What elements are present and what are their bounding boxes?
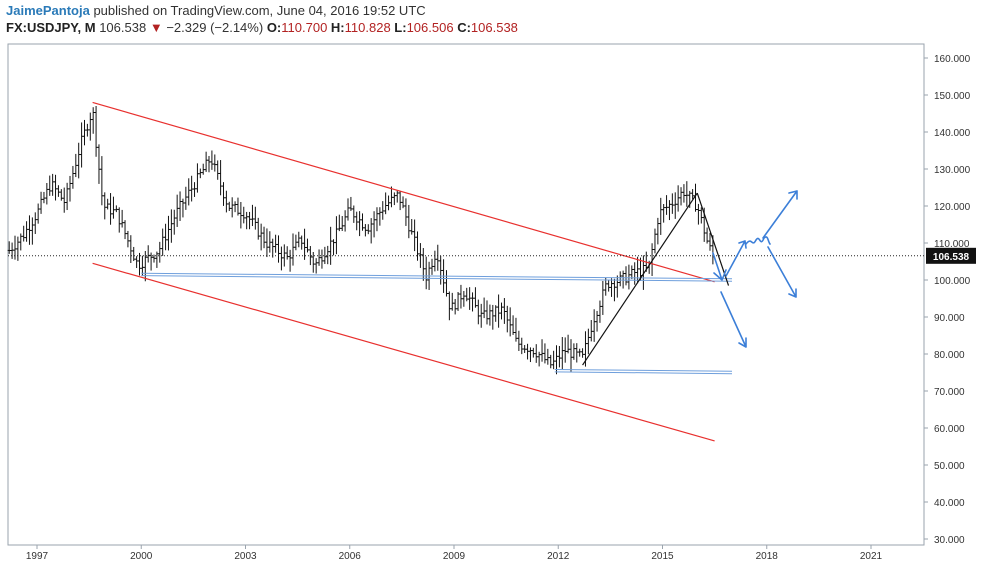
published-text: published on TradingView.com, June 04, 2… bbox=[93, 3, 426, 18]
scenario-arrow bbox=[767, 246, 797, 298]
open-label: O: bbox=[266, 20, 282, 35]
high-value: 110.828 bbox=[344, 20, 391, 35]
y-tick-label: 150.000 bbox=[934, 91, 971, 102]
low-label: L: bbox=[394, 20, 407, 35]
x-tick-label: 2012 bbox=[547, 551, 570, 562]
support-line-upper-2 bbox=[141, 275, 733, 282]
low-value: 106.506 bbox=[406, 20, 454, 35]
trend-up-line bbox=[582, 192, 698, 366]
y-tick-label: 30.000 bbox=[934, 535, 965, 546]
x-tick-label: 2009 bbox=[443, 551, 466, 562]
y-tick-label: 90.000 bbox=[934, 313, 965, 324]
x-tick-label: 2000 bbox=[130, 551, 153, 562]
last-price-marker: 106.538 bbox=[926, 247, 976, 264]
symbol-label[interactable]: FX:USDJPY, M bbox=[6, 20, 96, 35]
x-tick-label: 2006 bbox=[339, 551, 362, 562]
support-line-lower bbox=[554, 368, 733, 372]
scenario-arrow bbox=[720, 291, 747, 348]
scenario-arrows bbox=[712, 190, 798, 348]
last-price-tag-label: 106.538 bbox=[933, 252, 970, 263]
scenario-arrow bbox=[745, 236, 771, 245]
support-line-upper bbox=[141, 272, 733, 280]
y-tick-label: 140.000 bbox=[934, 128, 971, 139]
y-tick-label: 160.000 bbox=[934, 54, 971, 65]
channel-upper-line bbox=[92, 101, 715, 283]
last-price-tag bbox=[926, 247, 976, 264]
scenario-arrow bbox=[712, 252, 727, 281]
scenario-arrow bbox=[725, 240, 747, 277]
x-tick-label: 2021 bbox=[860, 551, 883, 562]
trend-down-line bbox=[696, 192, 730, 286]
high-label: H: bbox=[330, 20, 345, 35]
x-tick-label: 2018 bbox=[756, 551, 779, 562]
author-link[interactable]: JaimePantoja bbox=[6, 3, 90, 18]
x-axis[interactable]: 1997 2000 2003 2006 2009 2012 2015 2018 2021 bbox=[26, 545, 883, 562]
x-tick-label: 1997 bbox=[26, 551, 49, 562]
y-tick-label: 130.000 bbox=[934, 165, 971, 176]
y-tick-label: 70.000 bbox=[934, 387, 965, 398]
last-price: 106.538 bbox=[99, 20, 147, 35]
publish-line: JaimePantoja published on TradingView.co… bbox=[6, 2, 518, 19]
down-arrow-icon: ▼ bbox=[149, 20, 163, 35]
y-tick-label: 40.000 bbox=[934, 498, 965, 509]
support-line-lower-2 bbox=[554, 371, 733, 375]
y-tick-label: 110.000 bbox=[934, 239, 970, 250]
channel-lower-line bbox=[92, 262, 715, 442]
y-tick-label: 100.000 bbox=[934, 276, 971, 287]
plot-area[interactable] bbox=[7, 43, 925, 546]
x-tick-label: 2003 bbox=[234, 551, 257, 562]
scenario-arrow bbox=[762, 190, 798, 239]
y-tick-label: 80.000 bbox=[934, 350, 965, 361]
x-tick-label: 2015 bbox=[651, 551, 674, 562]
close-value: 106.538 bbox=[470, 20, 518, 35]
ohlc-line: FX:USDJPY, M 106.538 ▼ −2.329 (−2.14%) O… bbox=[6, 19, 518, 36]
price-change: −2.329 (−2.14%) bbox=[166, 20, 264, 35]
close-label: C: bbox=[457, 20, 471, 35]
y-tick-label: 120.000 bbox=[934, 202, 971, 213]
chart-drawings bbox=[8, 101, 924, 442]
y-tick-label: 50.000 bbox=[934, 461, 965, 472]
chart-header: JaimePantoja published on TradingView.co… bbox=[6, 2, 518, 36]
open-value: 110.700 bbox=[281, 20, 328, 35]
ohlc-bars bbox=[7, 106, 715, 375]
y-tick-label: 60.000 bbox=[934, 424, 965, 435]
y-axis[interactable]: 160.000 150.000 140.000 130.000 120.000 110.0… bbox=[924, 54, 971, 546]
